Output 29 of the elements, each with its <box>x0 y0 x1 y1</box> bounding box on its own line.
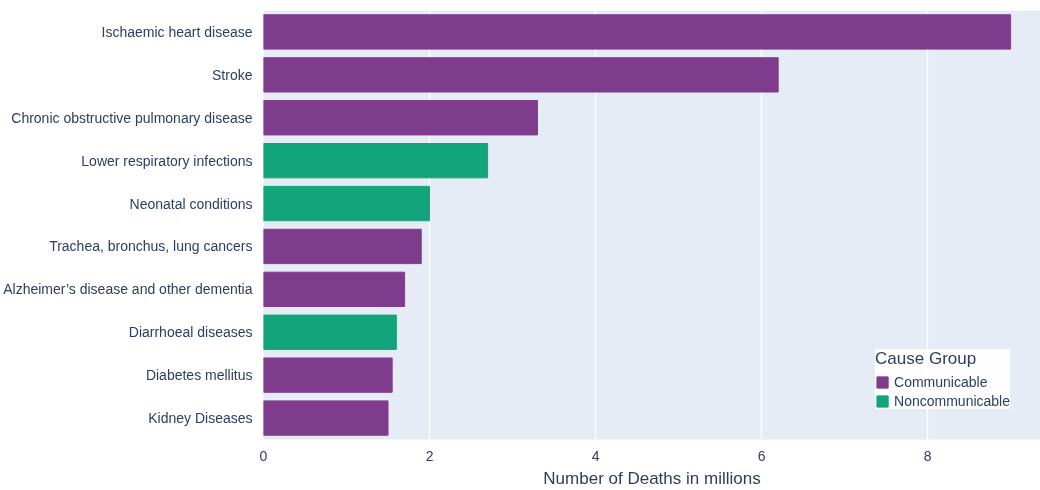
y-tick-label: Neonatal conditions <box>129 195 253 212</box>
y-tick-label: Alzheimer’s disease and other dementia <box>3 281 253 298</box>
x-tick-label: 8 <box>923 447 932 464</box>
bar <box>263 142 489 179</box>
bar <box>263 271 406 308</box>
legend-title: Cause Group <box>875 349 978 369</box>
y-tick-label: Trachea, bronchus, lung cancers <box>49 238 253 255</box>
x-tick-label: 2 <box>425 447 434 464</box>
bar <box>263 400 389 436</box>
bar <box>263 100 538 136</box>
bar <box>263 228 422 265</box>
y-tick-label: Stroke <box>212 66 253 83</box>
y-tick-label: Lower respiratory infections <box>81 152 253 169</box>
y-tick-label: Ischaemic heart disease <box>101 23 253 40</box>
x-tick-label: 0 <box>259 447 268 464</box>
legend-label: Communicable <box>894 374 988 390</box>
x-axis-title: Number of Deaths in millions <box>543 468 761 488</box>
bar <box>263 314 397 350</box>
bar <box>263 185 431 222</box>
y-tick-label: Kidney Diseases <box>148 410 253 427</box>
y-tick-label: Chronic obstructive pulmonary disease <box>11 109 253 126</box>
y-tick-label: Diabetes mellitus <box>145 367 253 384</box>
bar <box>263 14 1012 50</box>
legend-label: Noncommunicable <box>894 393 1010 409</box>
x-tick-label: 4 <box>591 447 600 464</box>
x-tick-label: 6 <box>757 447 766 464</box>
y-tick-label: Diarrhoeal diseases <box>128 324 253 341</box>
bar <box>263 357 393 393</box>
bar <box>263 57 779 93</box>
